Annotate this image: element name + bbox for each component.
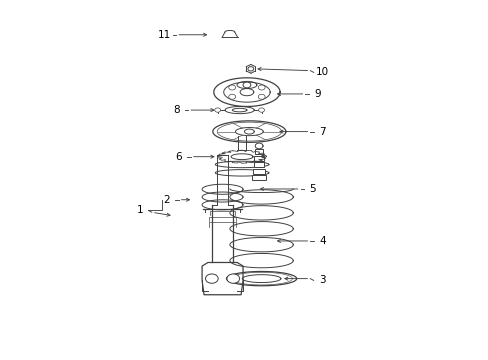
Text: 7: 7 — [319, 127, 325, 136]
Text: 10: 10 — [315, 67, 328, 77]
Bar — [254, 156, 263, 161]
Text: 4: 4 — [319, 236, 325, 246]
Text: 9: 9 — [314, 89, 320, 99]
Circle shape — [205, 274, 218, 283]
Circle shape — [228, 94, 235, 99]
Bar — [255, 149, 263, 154]
Circle shape — [243, 82, 250, 88]
Circle shape — [258, 94, 264, 99]
Circle shape — [247, 67, 253, 71]
Text: 5: 5 — [309, 184, 315, 194]
Bar — [253, 162, 264, 167]
Circle shape — [214, 108, 220, 112]
Circle shape — [228, 85, 235, 90]
Polygon shape — [202, 262, 243, 295]
Circle shape — [258, 85, 264, 90]
Text: 8: 8 — [173, 105, 179, 115]
Bar — [252, 168, 264, 174]
Text: 2: 2 — [163, 195, 169, 205]
Circle shape — [258, 108, 264, 112]
Text: 11: 11 — [157, 30, 170, 40]
Text: 1: 1 — [136, 206, 142, 216]
Text: 6: 6 — [175, 152, 182, 162]
Text: 3: 3 — [319, 275, 325, 285]
Circle shape — [226, 274, 239, 283]
Bar — [252, 175, 265, 180]
